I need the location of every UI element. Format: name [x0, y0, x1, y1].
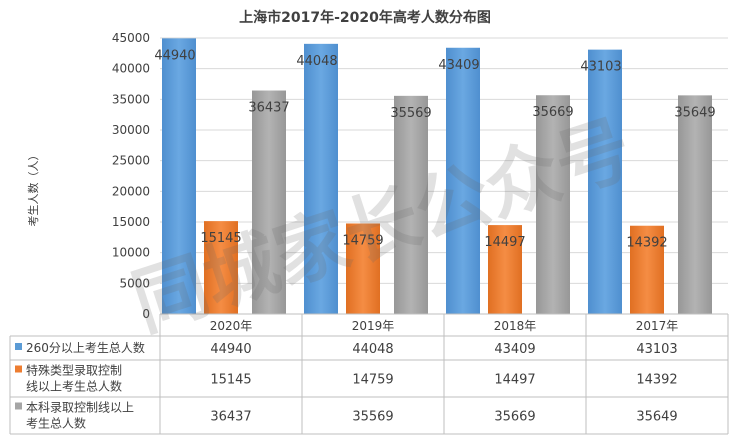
y-tick-label: 40000	[112, 62, 150, 76]
data-label: 36437	[248, 101, 289, 116]
y-tick-label: 15000	[112, 215, 150, 229]
y-tick-label: 10000	[112, 246, 150, 260]
table-cell-value: 14497	[494, 373, 535, 388]
bar	[536, 95, 570, 314]
x-tick-label: 2018年	[494, 319, 537, 333]
data-label: 35649	[674, 105, 715, 120]
bar	[630, 225, 664, 314]
bar	[252, 90, 286, 314]
legend-label: 特殊类型录取控制线以上考生总人数	[26, 363, 122, 394]
chart-title: 上海市2017年-2020年高考人数分布图	[239, 9, 491, 26]
y-tick-label: 5000	[119, 276, 150, 290]
data-label: 44940	[154, 48, 195, 63]
bar	[488, 225, 522, 314]
data-label: 43103	[580, 60, 621, 75]
data-label: 14759	[342, 233, 383, 248]
x-tick-label: 2019年	[352, 319, 395, 333]
table-cell-value: 43409	[494, 342, 535, 357]
y-axis-label: 考生人数（人）	[26, 150, 40, 227]
legend-swatch	[15, 365, 22, 373]
y-tick-label: 35000	[112, 92, 150, 106]
legend-swatch	[15, 402, 22, 410]
table-cell-value: 44048	[352, 342, 393, 357]
table-cell-value: 35569	[352, 410, 393, 425]
bar	[162, 38, 196, 314]
bar	[304, 43, 338, 315]
bar	[446, 47, 480, 315]
data-label: 35669	[532, 105, 573, 120]
y-tick-label: 0	[142, 307, 150, 321]
table-cell-value: 36437	[210, 410, 251, 425]
data-label: 35569	[390, 106, 431, 121]
legend-swatch	[15, 343, 22, 350]
bar	[678, 95, 712, 314]
bar	[204, 221, 238, 314]
data-label: 15145	[200, 231, 241, 246]
table-cell-value: 15145	[210, 373, 251, 388]
data-label: 44048	[296, 54, 337, 69]
y-tick-label: 30000	[112, 123, 150, 137]
table-cell-value: 14759	[352, 373, 393, 388]
table-cell-value: 44940	[210, 342, 251, 357]
x-tick-label: 2017年	[636, 319, 679, 333]
y-tick-label: 45000	[112, 31, 150, 45]
y-tick-label: 20000	[112, 184, 150, 198]
table-cell-value: 14392	[636, 373, 677, 388]
bar	[588, 49, 622, 314]
table-cell-value: 43103	[636, 342, 677, 357]
y-tick-label: 25000	[112, 154, 150, 168]
bar	[394, 95, 428, 314]
data-label: 43409	[438, 58, 479, 73]
bar	[346, 223, 380, 314]
table-cell-value: 35649	[636, 410, 677, 425]
data-label: 14497	[484, 235, 525, 250]
legend-label: 260分以上考生总人数	[26, 340, 145, 355]
table-cell-value: 35669	[494, 410, 535, 425]
legend-label: 本科录取控制线以上考生总人数	[26, 401, 134, 431]
x-tick-label: 2020年	[210, 319, 253, 333]
data-label: 14392	[626, 236, 667, 251]
